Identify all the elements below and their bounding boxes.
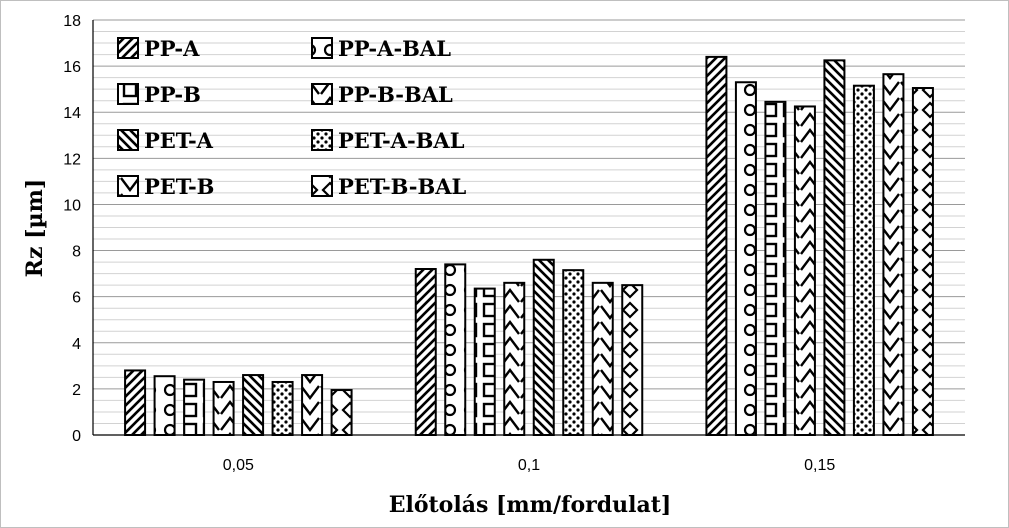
bar-pet-a bbox=[823, 59, 846, 436]
y-tick-labels: 0 2 4 6 8 10 12 14 16 18 bbox=[63, 13, 81, 445]
legend-label-pet-b-bal: PET-B-BAL bbox=[338, 174, 467, 199]
legend-swatch-pp-b bbox=[117, 83, 139, 105]
y-tick-label: 14 bbox=[63, 105, 81, 122]
bar-pp-a bbox=[414, 268, 437, 436]
bar-pp-b bbox=[473, 287, 496, 436]
y-tick-label: 16 bbox=[63, 59, 81, 76]
legend-swatch-pp-a bbox=[117, 37, 139, 59]
bar-pet-b bbox=[882, 73, 905, 437]
x-tick-label: 0,15 bbox=[804, 457, 835, 474]
legend-label-pet-b: PET-B bbox=[144, 174, 214, 199]
legend-swatch-pet-a-bal bbox=[311, 129, 333, 151]
gridlines bbox=[93, 19, 965, 424]
legend-swatch-pp-a-bal bbox=[311, 37, 333, 59]
y-tick-label: 2 bbox=[72, 382, 81, 399]
y-tick-label: 10 bbox=[63, 197, 81, 214]
bar-pet-b-bal bbox=[621, 284, 644, 436]
legend-swatch-pet-a bbox=[117, 129, 139, 151]
bar-pet-a-bal bbox=[562, 269, 585, 436]
legend-label-pp-a-bal: PP-A-BAL bbox=[338, 36, 451, 61]
bar-pp-a-bal bbox=[734, 81, 757, 436]
x-tick-label: 0,1 bbox=[518, 457, 540, 474]
y-tick-label: 18 bbox=[63, 13, 81, 30]
y-axis-title: Rz [µm] bbox=[22, 179, 48, 278]
legend-swatch-pet-b-bal bbox=[311, 175, 333, 197]
bar-pp-a-bal bbox=[153, 375, 176, 437]
bar-pet-b bbox=[591, 281, 614, 437]
legend-label-pp-b: PP-B bbox=[144, 82, 201, 107]
y-tick-label: 12 bbox=[63, 151, 81, 168]
legend-label-pp-a: PP-A bbox=[144, 36, 200, 61]
legend-swatch-pp-b-bal bbox=[311, 83, 333, 105]
bar-pp-a bbox=[124, 369, 147, 437]
bar-pet-a bbox=[242, 374, 265, 436]
bar-pet-b-bal bbox=[911, 87, 934, 436]
bar-pp-a-bal bbox=[444, 263, 467, 436]
y-tick-label: 0 bbox=[72, 428, 81, 445]
x-axis-title: Előtolás [mm/fordulat] bbox=[389, 492, 672, 518]
y-tick-label: 4 bbox=[72, 336, 81, 353]
x-tick-labels: 0,05 0,1 0,15 bbox=[223, 457, 836, 474]
bar-pet-a-bal bbox=[271, 380, 294, 437]
legend: PP-A PP-A-BAL PP-B PP-B-BAL PET-A PET-A-BAL PE… bbox=[117, 36, 467, 199]
legend-label-pet-a: PET-A bbox=[144, 128, 214, 153]
bar-pp-b bbox=[183, 378, 206, 436]
legend-swatch-pet-b bbox=[117, 175, 139, 197]
bar-pp-b-bal bbox=[793, 105, 816, 436]
legend-label-pp-b-bal: PP-B-BAL bbox=[338, 82, 453, 107]
bar-pet-a-bal bbox=[852, 84, 875, 436]
bar-pet-a bbox=[532, 258, 555, 436]
bar-pet-b-bal bbox=[330, 389, 353, 436]
x-tick-label: 0,05 bbox=[223, 457, 254, 474]
bar-pp-b-bal bbox=[503, 281, 526, 437]
bar-pp-b-bal bbox=[212, 380, 235, 437]
bar-pp-b bbox=[764, 100, 787, 436]
legend-label-pet-a-bal: PET-A-BAL bbox=[338, 128, 465, 153]
y-tick-label: 6 bbox=[72, 290, 81, 307]
y-tick-label: 8 bbox=[72, 244, 81, 261]
bar-pet-b bbox=[301, 374, 324, 436]
bar-pp-a bbox=[705, 55, 728, 437]
